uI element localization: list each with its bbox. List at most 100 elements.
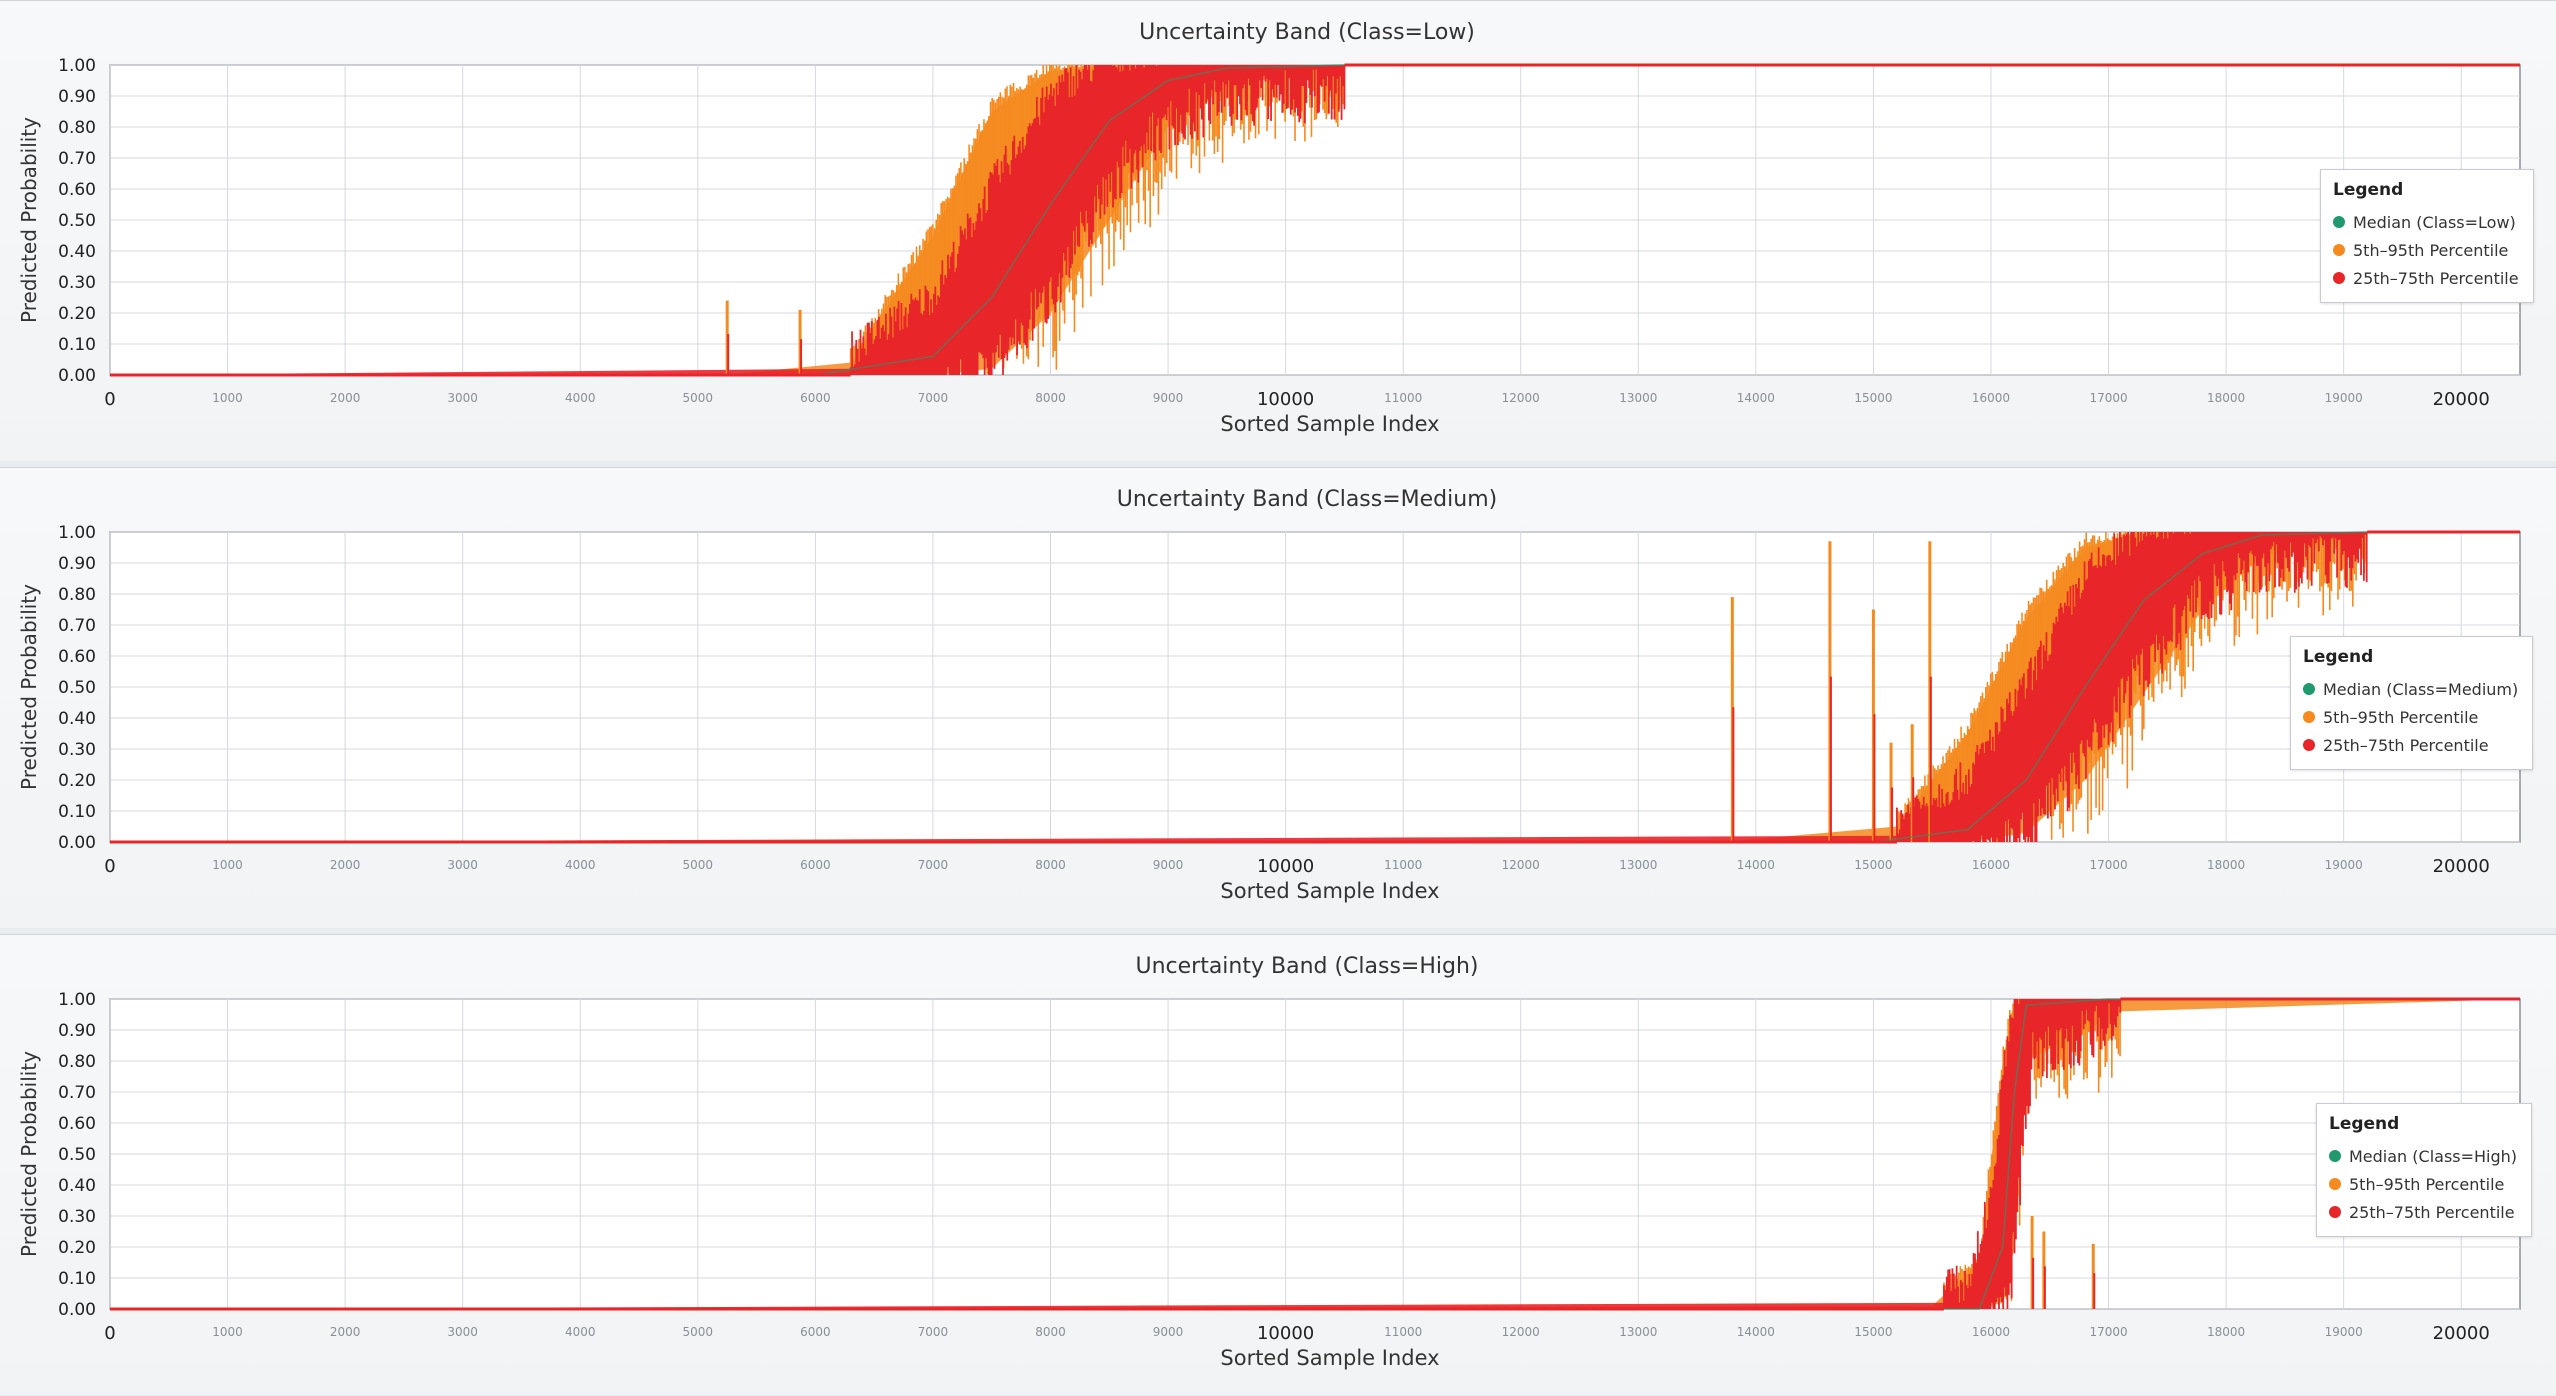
y-tick-label: 0.40: [58, 1176, 96, 1196]
y-tick-label: 0.60: [58, 647, 96, 667]
x-tick-label: 6000: [800, 858, 831, 872]
legend-label: 5th–95th Percentile: [2353, 240, 2509, 260]
y-tick-label: 1.00: [58, 990, 96, 1010]
x-tick-label: 10000: [1257, 1323, 1314, 1344]
y-tick-label: 0.20: [58, 1238, 96, 1258]
legend-label: 5th–95th Percentile: [2349, 1174, 2505, 1194]
x-tick-label: 3000: [447, 1325, 478, 1339]
legend-item-inner: 25th–75th Percentile: [2303, 731, 2518, 759]
legend-title: Legend: [2329, 1114, 2400, 1134]
legend-label: Median (Class=Low): [2353, 212, 2516, 232]
y-tick-label: 0.30: [58, 273, 96, 293]
legend-item-inner: 25th–75th Percentile: [2333, 264, 2519, 292]
y-tick-label: 0.20: [58, 771, 96, 791]
outer-band-dot-icon: [2333, 244, 2345, 256]
x-tick-label: 14000: [1737, 1325, 1775, 1339]
y-axis-label: Predicted Probability: [17, 584, 41, 790]
y-tick-label: 0.50: [58, 678, 96, 698]
x-tick-label: 20000: [2433, 389, 2490, 410]
median-line: [110, 64, 2520, 376]
y-tick-label: 0.40: [58, 242, 96, 262]
x-tick-label: 7000: [918, 1325, 949, 1339]
legend-item-outer: 5th–95th Percentile: [2303, 703, 2518, 731]
x-tick-label: 18000: [2207, 391, 2245, 405]
x-tick-label: 1000: [212, 858, 243, 872]
x-tick-label: 2000: [330, 391, 361, 405]
y-tick-label: 0.20: [58, 304, 96, 324]
x-tick-label: 11000: [1384, 1325, 1422, 1339]
legend-label: Median (Class=Medium): [2323, 679, 2519, 699]
x-tick-label: 5000: [683, 858, 714, 872]
y-tick-label: 0.60: [58, 180, 96, 200]
legend-item-median: Median (Class=Low): [2333, 208, 2519, 236]
x-tick-label: 14000: [1737, 858, 1775, 872]
x-tick-label: 0: [104, 856, 115, 877]
chart-title: Uncertainty Band (Class=Medium): [1117, 487, 1497, 512]
median-dot-icon: [2303, 683, 2315, 695]
x-tick-label: 19000: [2325, 858, 2363, 872]
legend-item-median: Median (Class=High): [2329, 1142, 2517, 1170]
x-tick-label: 11000: [1384, 391, 1422, 405]
x-tick-label: 8000: [1035, 391, 1066, 405]
chart-panel-high: 0.00 0.10 0.20 0.30 0.40 0.50 0.60 0.70 0.80 0.90…: [0, 934, 2556, 1395]
chart-low: 0.00 0.10 0.20 0.30 0.40 0.50 0.60 0.70 0.80 0.90…: [17, 20, 2521, 436]
x-tick-label: 15000: [1854, 858, 1892, 872]
x-axis-label: Sorted Sample Index: [1220, 412, 1439, 436]
x-tick-label: 12000: [1502, 1325, 1540, 1339]
legend-item-outer: 5th–95th Percentile: [2333, 236, 2519, 264]
x-tick-label: 12000: [1502, 391, 1540, 405]
x-tick-label: 9000: [1153, 1325, 1184, 1339]
x-tick-label: 1000: [212, 391, 243, 405]
y-tick-label: 0.50: [58, 211, 96, 231]
median-line: [110, 531, 2520, 843]
y-tick-label: 0.80: [58, 118, 96, 138]
chart-panel-medium: 0.00 0.10 0.20 0.30 0.40 0.50 0.60 0.70 0.80 0.90…: [0, 467, 2556, 928]
y-tick-label: 0.90: [58, 1021, 96, 1041]
y-tick-label: 0.40: [58, 709, 96, 729]
x-tick-label: 14000: [1737, 391, 1775, 405]
x-tick-label: 7000: [918, 391, 949, 405]
x-tick-label: 19000: [2325, 391, 2363, 405]
outer-band-dot-icon: [2329, 1178, 2341, 1190]
x-tick-label: 16000: [1972, 1325, 2010, 1339]
legend-label: 25th–75th Percentile: [2353, 268, 2519, 288]
x-tick-label: 17000: [2089, 858, 2127, 872]
x-tick-label: 10000: [1257, 389, 1314, 410]
x-tick-label: 9000: [1153, 391, 1184, 405]
x-tick-label: 3000: [447, 858, 478, 872]
x-tick-label: 15000: [1854, 391, 1892, 405]
legend-box: Legend Median (Class=Medium) 5th–95th Pe…: [2290, 636, 2534, 770]
x-tick-label: 11000: [1384, 858, 1422, 872]
y-tick-label: 0.00: [58, 366, 96, 386]
y-axis-label: Predicted Probability: [17, 117, 41, 323]
legend-label: 5th–95th Percentile: [2323, 707, 2479, 727]
inner-band-dot-icon: [2333, 272, 2345, 284]
y-tick-label: 0.10: [58, 1269, 96, 1289]
y-tick-label: 0.60: [58, 1114, 96, 1134]
chart-panel-low: 0.00 0.10 0.20 0.30 0.40 0.50 0.60 0.70 0.80 0.90…: [0, 0, 2556, 461]
y-tick-label: 0.80: [58, 1052, 96, 1072]
x-tick-label: 15000: [1854, 1325, 1892, 1339]
x-tick-label: 17000: [2089, 391, 2127, 405]
chart-title: Uncertainty Band (Class=Low): [1139, 20, 1475, 45]
median-dot-icon: [2329, 1150, 2341, 1162]
x-tick-label: 6000: [800, 391, 831, 405]
x-tick-label: 18000: [2207, 1325, 2245, 1339]
median-line: [110, 998, 2520, 1310]
x-tick-label: 0: [104, 389, 115, 410]
x-tick-label: 17000: [2089, 1325, 2127, 1339]
x-tick-label: 3000: [447, 391, 478, 405]
y-tick-label: 1.00: [58, 523, 96, 543]
y-tick-label: 0.00: [58, 833, 96, 853]
legend-item-outer: 5th–95th Percentile: [2329, 1170, 2517, 1198]
x-tick-label: 20000: [2433, 856, 2490, 877]
x-tick-label: 5000: [683, 1325, 714, 1339]
legend-title: Legend: [2303, 647, 2374, 667]
chart-high: 0.00 0.10 0.20 0.30 0.40 0.50 0.60 0.70 0.80 0.90…: [17, 954, 2521, 1370]
x-tick-label: 16000: [1972, 391, 2010, 405]
y-tick-label: 0.10: [58, 335, 96, 355]
legend-item-inner: 25th–75th Percentile: [2329, 1198, 2517, 1226]
x-tick-label: 4000: [565, 391, 596, 405]
inner-band-strokes: [1943, 999, 2122, 1309]
legend-label: 25th–75th Percentile: [2349, 1202, 2515, 1222]
